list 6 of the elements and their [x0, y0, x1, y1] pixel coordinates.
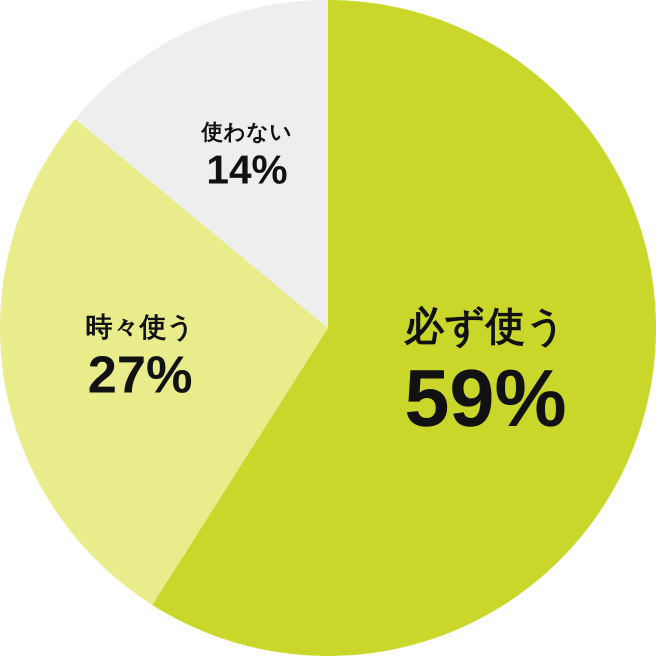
data-label: 59% — [404, 354, 567, 444]
slice-label: 時々使う — [86, 312, 195, 343]
slice-label: 使わない — [200, 120, 292, 146]
data-label: 14% — [206, 146, 288, 192]
data-label: 27% — [88, 346, 192, 404]
slice-label: 必ず使う — [403, 303, 566, 350]
